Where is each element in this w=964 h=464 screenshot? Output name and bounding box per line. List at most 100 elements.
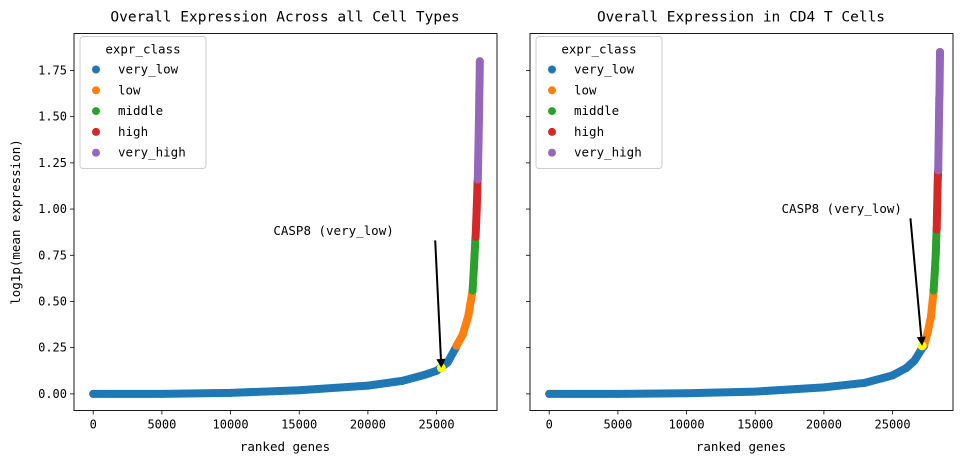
y-tick-label: 1.25 (38, 156, 67, 170)
legend-label: low (574, 82, 597, 97)
y-tick-label: 0.25 (38, 341, 67, 355)
legend-marker-middle (92, 107, 100, 116)
legend-marker-very_high (548, 148, 556, 157)
y-axis-label: log1p(mean expression) (8, 139, 23, 305)
y-tick-label: 0.75 (38, 248, 67, 262)
x-tick-label: 0 (90, 418, 97, 432)
series-line-middle (929, 227, 941, 295)
data-point-very_high (474, 140, 483, 149)
data-point-high (932, 225, 941, 234)
data-point-very_high (473, 175, 482, 184)
annotation-arrowhead (916, 336, 926, 346)
data-point-middle (930, 269, 939, 278)
data-point-very_low (398, 376, 407, 385)
annotation-arrow (909, 218, 923, 337)
legend-label: high (118, 124, 148, 139)
data-point-middle (931, 249, 940, 258)
data-point-low (458, 330, 467, 339)
x-tick-label: 20000 (806, 418, 842, 432)
series-line-low (452, 288, 477, 350)
x-tick-label: 20000 (350, 418, 386, 432)
data-point-very_low (295, 386, 304, 395)
axes-frame (73, 33, 498, 411)
data-point-very_low (910, 356, 919, 365)
data-point-high (471, 232, 480, 241)
y-ticks: 0.00 0.25 0.50 0.75 1.00 1.25 1.50 1.75 (38, 63, 74, 401)
annotation-arrow (434, 240, 442, 360)
data-point-very_low (888, 371, 897, 380)
legend-marker-high (92, 127, 100, 136)
series-line-low (920, 288, 938, 348)
annotation: CASP8 (very_low) (782, 201, 926, 346)
legend-label: very_low (118, 62, 179, 77)
legend-marker-low (548, 86, 556, 95)
x-axis-label: ranked genes (240, 439, 330, 454)
x-tick-label: 15000 (281, 418, 317, 432)
plot-area (89, 57, 484, 398)
data-point-middle (929, 286, 938, 295)
data-point-very_high (935, 90, 944, 99)
legend-label: middle (118, 103, 163, 118)
data-point-very_high (934, 166, 943, 175)
y-tick-label: 1.00 (38, 202, 67, 216)
panel-left: Overall Expression Across all Cell Types… (8, 10, 498, 454)
chart-title: Overall Expression Across all Cell Types (110, 10, 459, 26)
data-point-low (923, 328, 932, 337)
x-tick-label: 5000 (147, 418, 176, 432)
series-line-high (932, 168, 942, 234)
legend-label: very_high (118, 145, 186, 160)
data-point-low (464, 312, 473, 321)
x-tick-label: 10000 (213, 418, 249, 432)
data-point-very_low (157, 389, 166, 398)
data-point-high (933, 182, 942, 191)
y-tick-label: 0.00 (38, 387, 67, 401)
data-point-very_high (475, 112, 483, 121)
chart-title: Overall Expression in CD4 T Cells (597, 10, 885, 26)
data-point-very_low (418, 371, 427, 380)
x-tick-label: 0 (546, 418, 553, 432)
data-point-very_low (751, 387, 760, 396)
legend-title: expr_class (561, 42, 636, 57)
legend-label: very_low (574, 62, 635, 77)
data-point-very_high (935, 112, 943, 121)
data-point-high (933, 205, 942, 214)
x-ticks: 0 5000 10000 15000 20000 25000 (90, 410, 455, 432)
data-point-high (472, 205, 481, 214)
data-point-very_low (902, 364, 911, 372)
x-axis-label: ranked genes (696, 439, 786, 454)
data-point-very_high (475, 77, 484, 86)
series-line-very_high (934, 48, 944, 175)
data-point-middle (469, 264, 478, 273)
legend-box (535, 36, 663, 169)
data-point-very_high (934, 140, 943, 149)
data-point-low (927, 312, 935, 321)
x-tick-label: 5000 (603, 418, 632, 432)
legend-label: high (574, 124, 604, 139)
data-point-low (452, 341, 461, 350)
x-tick-label: 15000 (737, 418, 773, 432)
plot-area (545, 48, 944, 398)
series-line-very_low (89, 343, 460, 398)
x-tick-label: 25000 (875, 418, 911, 432)
legend-label: low (118, 82, 141, 97)
data-point-very_high (936, 48, 944, 56)
series-line-very_low (545, 341, 929, 398)
data-point-very_high (475, 57, 484, 66)
legend-box (79, 36, 207, 169)
legend-marker-high (548, 127, 556, 136)
legend-label: middle (574, 103, 619, 118)
legend-title: expr_class (105, 42, 180, 57)
x-ticks: 0 5000 10000 15000 20000 25000 (546, 410, 911, 432)
data-point-very_low (545, 389, 554, 398)
y-tick-label: 0.50 (38, 294, 67, 308)
data-point-very_high (475, 90, 484, 99)
y-tick-label: 1.50 (38, 110, 67, 124)
legend-marker-very_high (92, 148, 100, 157)
annotation-arrowhead (436, 358, 446, 368)
data-point-very_low (363, 381, 372, 390)
axes-frame (529, 33, 954, 411)
data-point-middle (468, 286, 477, 295)
